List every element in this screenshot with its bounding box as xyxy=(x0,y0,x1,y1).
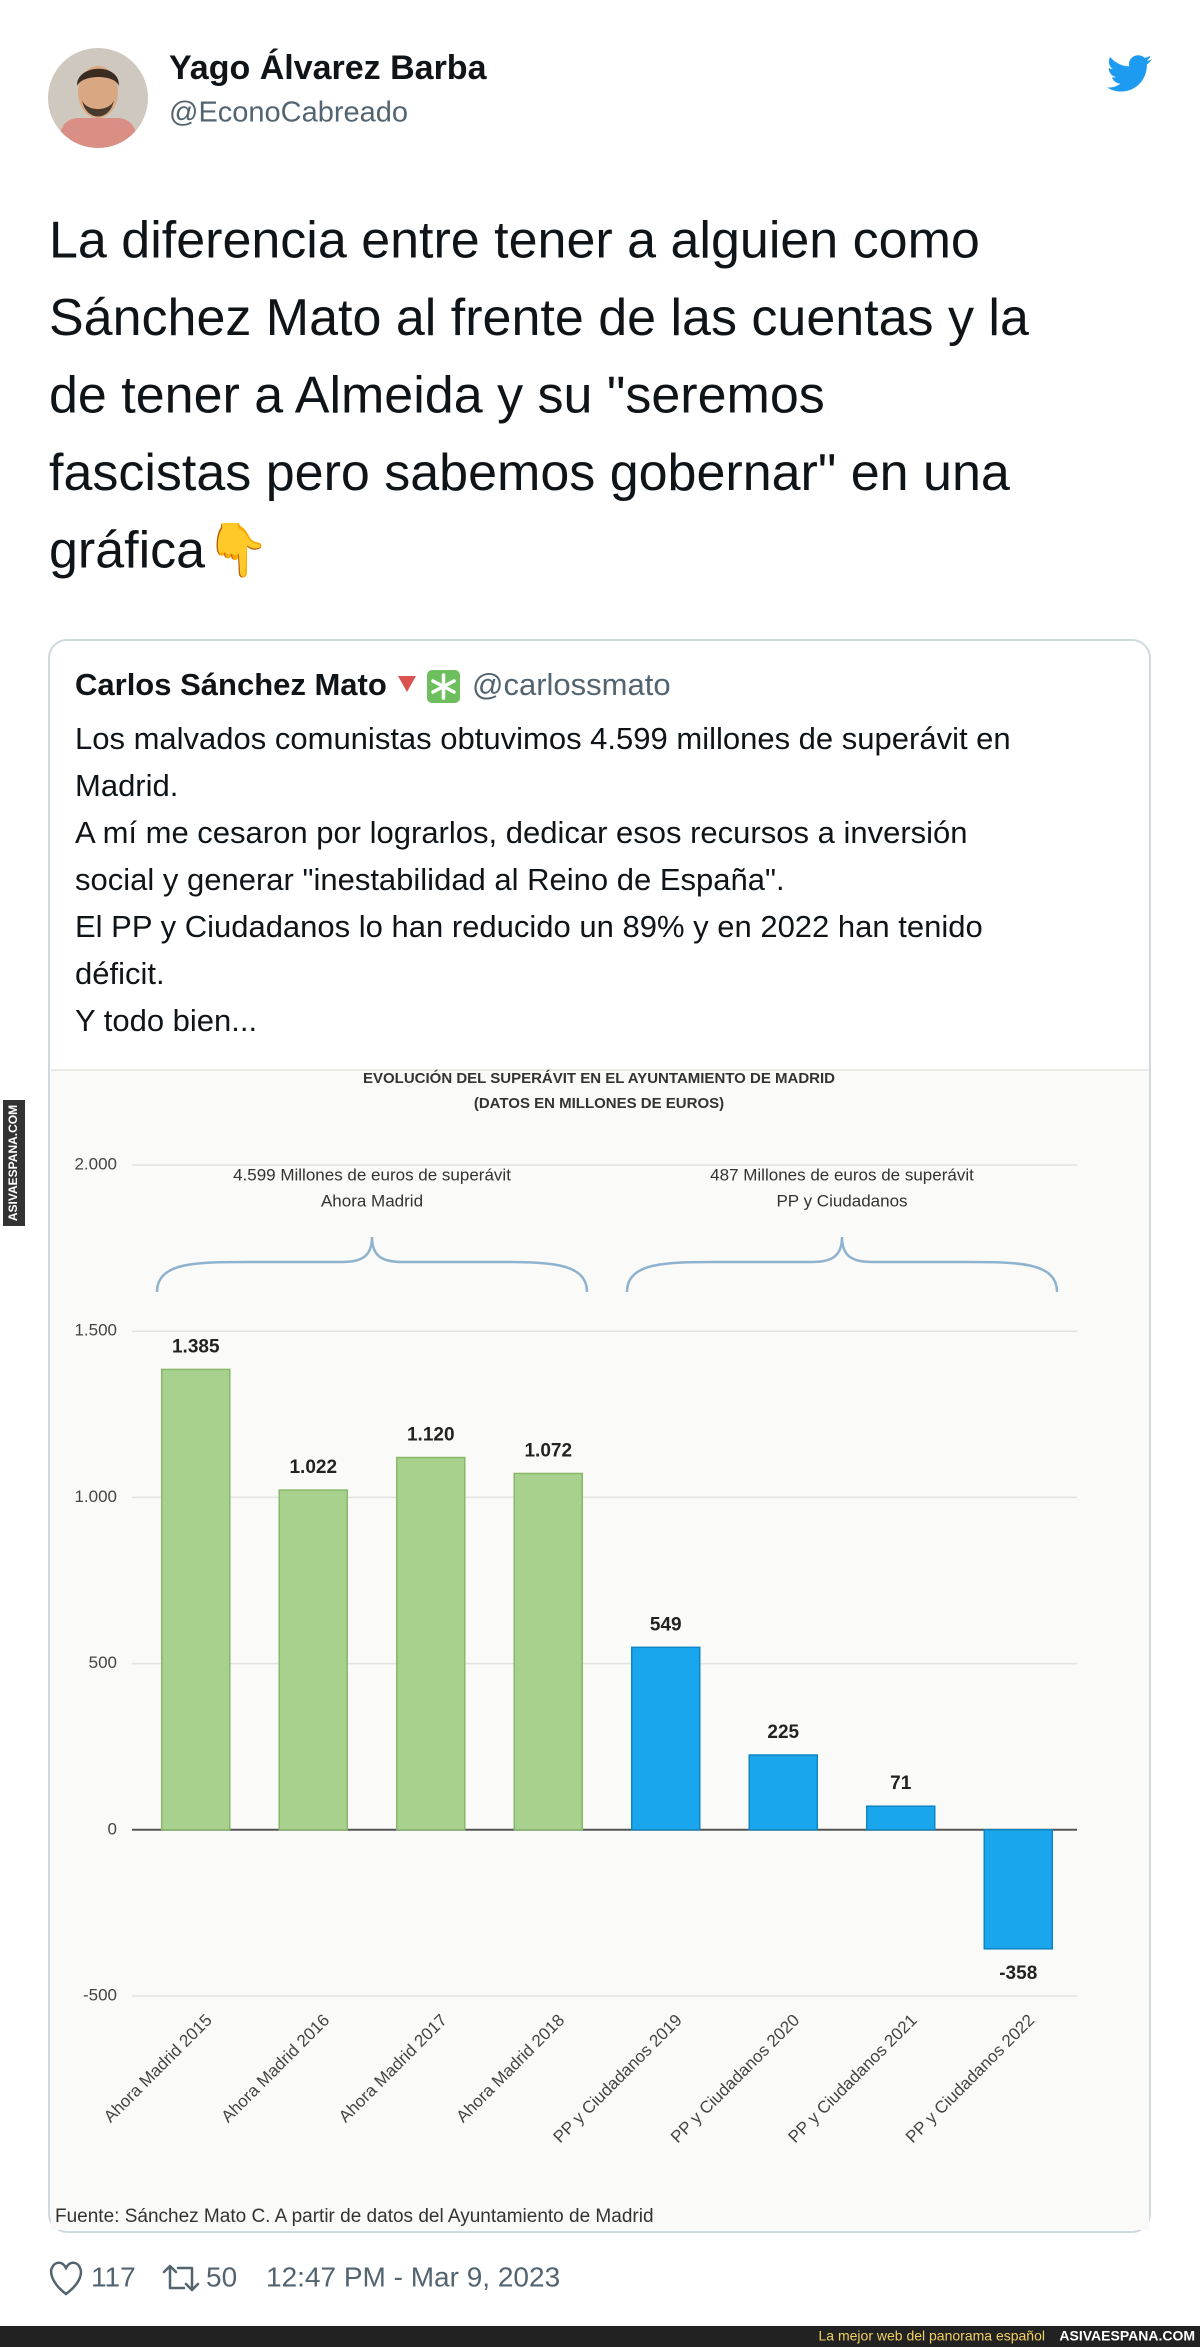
y-tick-label: 1.500 xyxy=(74,1321,117,1340)
site[interactable]: ASIVAESPANA.COM xyxy=(1059,2328,1195,2344)
side-watermark: ASIVAESPANA.COM xyxy=(6,1105,20,1221)
value-label: 71 xyxy=(890,1773,912,1794)
author-handle[interactable]: @EconoCabreado xyxy=(169,97,408,129)
tweet-text-line: de tener a Almeida y su "seremos xyxy=(49,367,825,425)
avatar[interactable] xyxy=(48,48,148,158)
quoted-text-line: déficit. xyxy=(75,956,165,991)
chart-title: EVOLUCIÓN DEL SUPERÁVIT EN EL AYUNTAMIEN… xyxy=(363,1069,835,1087)
quoted-text-line: Madrid. xyxy=(75,768,178,803)
brace xyxy=(625,1236,1059,1293)
value-label: 1.385 xyxy=(172,1336,220,1357)
badge-asterisk xyxy=(427,670,460,703)
badge-triangle xyxy=(398,676,416,692)
bar xyxy=(866,1805,936,1831)
like-count: 117 xyxy=(91,2261,136,2292)
chart-source: Fuente: Sánchez Mato C. A partir de dato… xyxy=(55,2206,654,2227)
twitter-logo xyxy=(1107,55,1152,92)
quoted-author-handle[interactable]: @carlossmato xyxy=(472,667,671,702)
bar xyxy=(278,1489,348,1831)
bar xyxy=(161,1368,231,1831)
annotation-text: 4.599 Millones de euros de superávit xyxy=(233,1165,511,1184)
author-name[interactable]: Yago Álvarez Barba xyxy=(169,49,488,87)
side-watermark-bg xyxy=(3,1100,25,1226)
tweet-text-line: gráfica👇 xyxy=(49,522,270,581)
bar xyxy=(983,1829,1053,1950)
bottom-bar xyxy=(0,2326,1200,2347)
bar xyxy=(631,1646,701,1831)
value-label: -358 xyxy=(999,1963,1037,1984)
annotation-text: 487 Millones de euros de superávit xyxy=(710,1165,974,1184)
value-label: 1.022 xyxy=(289,1457,337,1478)
quoted-text-line: El PP y Ciudadanos lo han reducido un 89… xyxy=(75,909,983,944)
y-tick-label: 2.000 xyxy=(74,1154,117,1173)
slogan: La mejor web del panorama español xyxy=(819,2328,1045,2344)
annotation-text: Ahora Madrid xyxy=(321,1191,423,1210)
retweet-icon[interactable] xyxy=(162,2264,200,2292)
quoted-text-line: A mí me cesaron por lograrlos, dedicar e… xyxy=(75,815,968,850)
tweet-text-line: La diferencia entre tener a alguien como xyxy=(49,212,980,270)
bar xyxy=(513,1472,583,1831)
y-tick-label: -500 xyxy=(83,1985,117,2004)
value-label: 1.120 xyxy=(407,1425,455,1446)
y-tick-label: 1.000 xyxy=(74,1487,117,1506)
quoted-text-line: Los malvados comunistas obtuvimos 4.599 … xyxy=(75,721,1011,756)
like-icon[interactable] xyxy=(49,2261,83,2296)
y-tick-label: 0 xyxy=(108,1819,117,1838)
y-tick-label: 500 xyxy=(89,1653,117,1672)
chart-background xyxy=(51,1070,1149,2230)
value-label: 1.072 xyxy=(524,1440,572,1461)
bar xyxy=(396,1456,466,1831)
timestamp[interactable]: 12:47 PM - Mar 9, 2023 xyxy=(266,2261,560,2292)
quoted-author-name[interactable]: Carlos Sánchez Mato xyxy=(75,667,387,702)
retweet-count: 50 xyxy=(206,2261,237,2292)
tweet-text-line: Sánchez Mato al frente de las cuentas y … xyxy=(49,289,1029,347)
bar xyxy=(748,1754,818,1831)
annotation-text: PP y Ciudadanos xyxy=(776,1191,907,1210)
value-label: 225 xyxy=(767,1722,799,1743)
chart-subtitle: (DATOS EN MILLONES DE EUROS) xyxy=(474,1095,724,1112)
brace xyxy=(155,1236,589,1293)
quoted-text-line: social y generar "inestabilidad al Reino… xyxy=(75,862,785,897)
quoted-text-line: Y todo bien... xyxy=(75,1003,257,1038)
tweet-text-line: fascistas pero sabemos gobernar" en una xyxy=(49,444,1010,502)
value-label: 549 xyxy=(650,1614,682,1635)
